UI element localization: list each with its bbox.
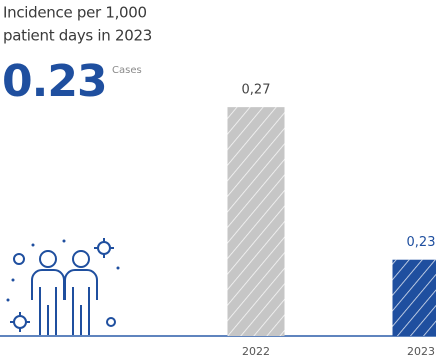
value-label: 0,23 [407,235,436,250]
value-label: 0,27 [242,83,271,98]
dots [6,239,120,302]
highlight-unit: Cases [112,65,142,76]
title-line: Incidence per 1,000 [3,4,147,22]
bar-hatch [227,107,285,337]
highlight-value: 0.23 [2,56,107,107]
bar-hatch [392,259,436,336]
x-tick-label: 2022 [242,345,270,358]
title-line: patient days in 2023 [3,27,152,45]
x-tick-label: 2023 [407,345,435,358]
people-virus-icon [10,238,116,335]
